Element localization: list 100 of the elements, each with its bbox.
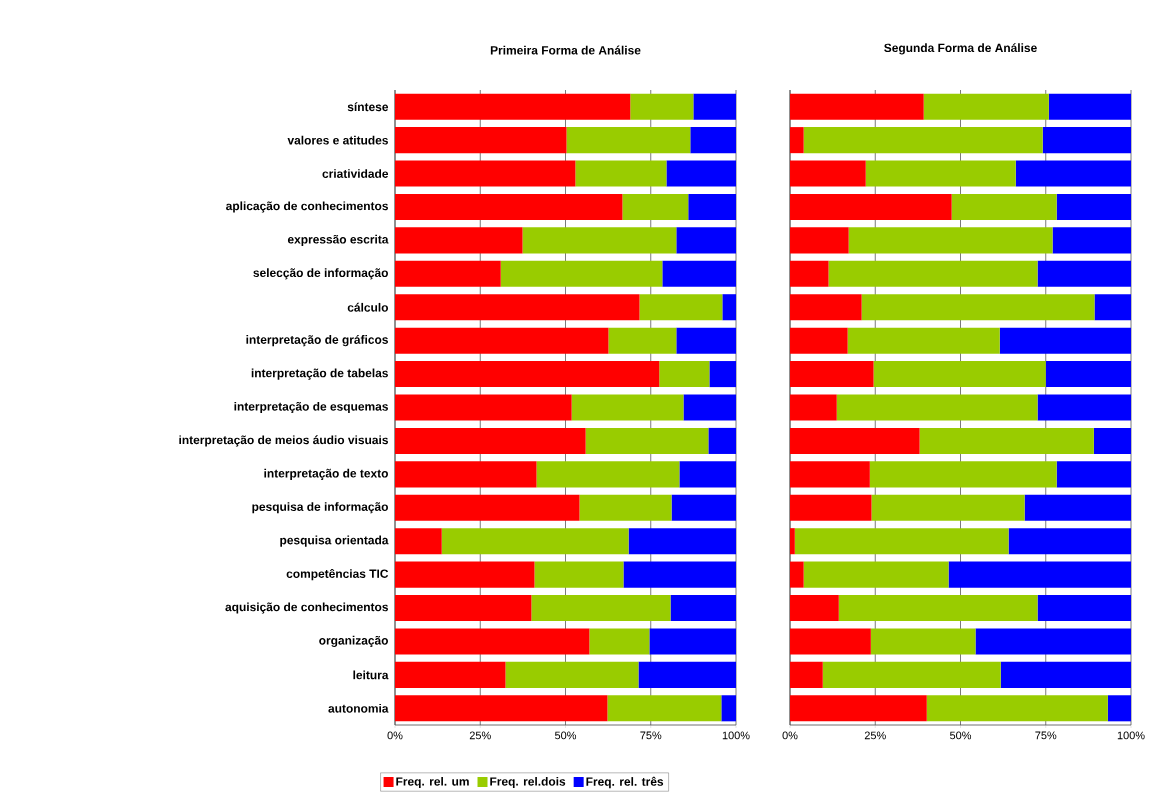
bar <box>1008 528 1132 555</box>
y-tick-label: interpretação de tabelas <box>251 368 388 380</box>
bar <box>1094 294 1132 321</box>
bar <box>790 695 927 722</box>
y-tick-label: interpretação de gráficos <box>246 335 388 347</box>
bar <box>1037 260 1132 287</box>
y-tick-label: pesquisa orientada <box>280 535 389 547</box>
bar <box>828 260 1038 287</box>
bar <box>865 160 1016 187</box>
y-tick-label: aplicação de conhecimentos <box>226 201 388 213</box>
bar <box>395 461 537 488</box>
bar <box>395 160 576 187</box>
bar <box>790 528 795 555</box>
bar <box>951 193 1057 221</box>
x-tick-label: 100% <box>722 731 750 740</box>
legend-label: Freq. rel. três <box>586 776 664 789</box>
bar <box>1093 427 1132 454</box>
x-tick-label: 25% <box>864 731 886 740</box>
bar <box>638 661 736 688</box>
y-tick-label: criatividade <box>322 169 389 178</box>
bar <box>607 695 722 722</box>
bar <box>608 327 677 354</box>
bar <box>1045 361 1132 388</box>
bar <box>790 394 837 421</box>
bar <box>790 227 849 254</box>
bar <box>575 160 667 187</box>
bar <box>790 127 804 154</box>
bar <box>693 93 736 120</box>
bar <box>1048 93 1132 120</box>
bar <box>690 127 736 154</box>
bar <box>790 561 804 588</box>
x-tick-label: 75% <box>1035 731 1057 740</box>
bar <box>566 127 691 154</box>
bar <box>679 461 736 488</box>
x-tick-label: 100% <box>1117 731 1145 740</box>
bar <box>688 193 736 221</box>
bar <box>589 628 650 655</box>
bar <box>1056 193 1132 221</box>
bar <box>803 561 949 588</box>
bar <box>659 361 710 388</box>
bar <box>847 327 1000 354</box>
x-tick-label: 50% <box>949 731 972 740</box>
bar <box>395 260 501 287</box>
bar <box>649 628 736 655</box>
bar <box>395 294 640 321</box>
bar <box>395 427 586 454</box>
bar <box>628 528 736 555</box>
bar <box>822 661 1001 688</box>
bar <box>662 260 736 287</box>
bar <box>708 427 736 454</box>
bar <box>790 427 920 454</box>
bar <box>522 227 677 254</box>
bar <box>790 628 871 655</box>
bar <box>794 528 1009 555</box>
y-tick-label: selecção de informação <box>253 268 388 280</box>
bar <box>531 595 671 622</box>
bar <box>579 494 672 521</box>
bar <box>500 260 663 287</box>
y-tick-label: competências TIC <box>286 568 389 581</box>
bar <box>395 661 506 688</box>
y-tick-label: organização <box>319 635 389 648</box>
bar <box>790 160 866 187</box>
bar <box>534 561 624 588</box>
legend-label: Freq. rel.dois <box>490 776 566 789</box>
bar <box>926 695 1108 722</box>
bar <box>395 628 590 655</box>
bar <box>395 494 580 521</box>
bar <box>630 93 694 120</box>
bar <box>1052 227 1132 254</box>
y-tick-label: aquisição de conhecimentos <box>225 602 388 614</box>
x-tick-label: 0% <box>387 731 403 740</box>
bar <box>395 193 623 221</box>
x-tick-label: 25% <box>469 731 491 740</box>
bar <box>395 528 442 555</box>
bar <box>999 327 1132 354</box>
x-tick-label: 75% <box>640 731 662 740</box>
bar <box>790 595 839 622</box>
y-tick-label: cálculo <box>347 302 389 312</box>
bar <box>395 93 631 120</box>
bar <box>1037 595 1132 622</box>
bar <box>870 628 976 655</box>
bar <box>869 461 1057 488</box>
bar <box>395 227 523 254</box>
y-tick-label: interpretação de texto <box>264 468 388 480</box>
bar <box>639 294 723 321</box>
bar <box>790 327 848 354</box>
bar <box>395 595 532 622</box>
bar <box>585 427 709 454</box>
bar <box>948 561 1132 588</box>
x-tick-label: 0% <box>782 731 798 740</box>
bar <box>622 193 689 221</box>
bar <box>871 494 1025 521</box>
bar <box>505 661 639 688</box>
bar <box>722 294 736 321</box>
bar <box>975 628 1132 655</box>
bar <box>721 695 736 722</box>
x-tick-label: 50% <box>554 731 577 740</box>
chart-title: Segunda Forma de Análise <box>884 43 1037 55</box>
y-tick-label: interpretação de meios áudio visuais <box>179 435 388 447</box>
bar <box>571 394 684 421</box>
